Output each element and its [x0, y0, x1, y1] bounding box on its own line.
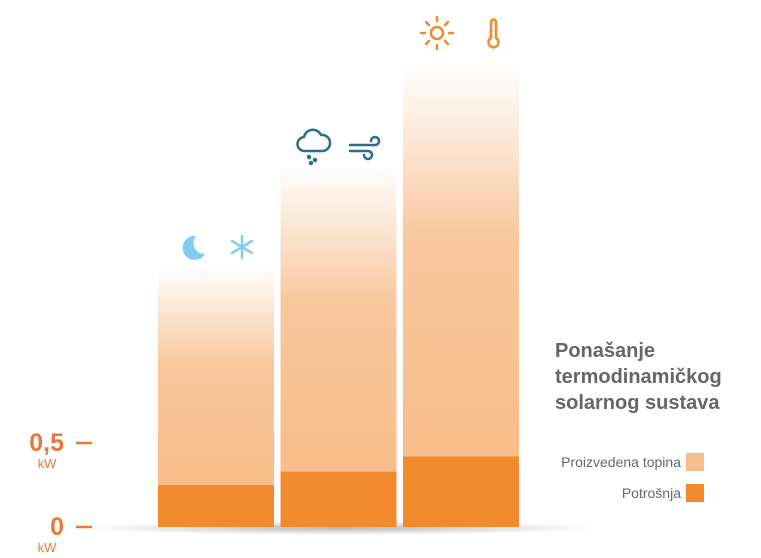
icon-snow	[230, 234, 254, 260]
y-unit-label: kW	[38, 540, 58, 555]
legend-swatch	[686, 453, 704, 471]
icon-thermometer	[487, 18, 500, 49]
legend-swatch	[686, 484, 704, 502]
bar-segment	[158, 485, 274, 527]
icon-cloud	[296, 128, 332, 166]
bar-segment	[158, 266, 274, 486]
bar-segment	[280, 471, 397, 527]
y-unit-label: kW	[38, 456, 58, 471]
icon-sun	[419, 15, 455, 51]
bars	[158, 65, 519, 527]
legend-label: Proizvedena topina	[561, 454, 681, 470]
bar-segment	[280, 165, 397, 472]
y-tick-label: 0	[50, 513, 64, 541]
legend-label: Potrošnja	[622, 485, 681, 501]
chart-title: Ponašanje termodinamičkog solarnog susta…	[555, 340, 722, 414]
icon-wind	[348, 135, 381, 161]
bar-segment	[403, 65, 519, 457]
y-tick-label: 0,5	[29, 429, 64, 457]
bar-segment	[403, 456, 519, 527]
icon-moon	[182, 235, 205, 260]
